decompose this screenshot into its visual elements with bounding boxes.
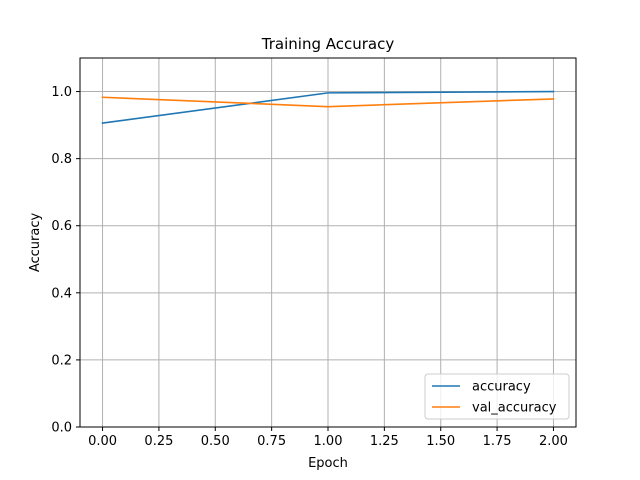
y-tick-label: 1.0 — [51, 85, 72, 100]
x-tick-label: 1.50 — [426, 434, 455, 449]
x-tick-label: 0.00 — [88, 434, 117, 449]
y-tick-label: 0.8 — [51, 152, 72, 167]
x-tick-label: 0.75 — [257, 434, 286, 449]
series-line-val-accuracy — [101, 96, 555, 108]
x-axis-label: Epoch — [308, 456, 348, 471]
legend-box — [424, 373, 570, 420]
legend-label: accuracy — [472, 380, 531, 395]
y-tick-label: 0.2 — [51, 353, 72, 368]
y-axis-label: Accuracy — [28, 213, 43, 273]
x-axis-ticks: 0.00 0.25 0.50 0.75 1.00 1.25 1.50 1.75 2.00 — [88, 427, 568, 449]
x-tick-label: 2.00 — [539, 434, 568, 449]
legend-label: val_accuracy — [472, 401, 557, 416]
y-tick-label: 0.6 — [51, 219, 72, 234]
legend: accuracy val_accuracy — [424, 373, 570, 420]
x-tick-label: 1.75 — [483, 434, 512, 449]
y-axis-ticks: 0.0 0.2 0.4 0.6 0.8 1.0 — [51, 85, 80, 436]
x-tick-label: 0.50 — [201, 434, 230, 449]
series-line-accuracy — [101, 90, 555, 124]
y-tick-label: 0.4 — [51, 286, 72, 301]
x-tick-label: 0.25 — [144, 434, 173, 449]
x-tick-label: 1.25 — [370, 434, 399, 449]
x-tick-label: 1.00 — [314, 434, 343, 449]
chart-title: Training Accuracy — [261, 35, 395, 53]
plot-lines — [101, 90, 555, 124]
grid — [80, 58, 576, 428]
y-tick-label: 0.0 — [51, 421, 72, 436]
